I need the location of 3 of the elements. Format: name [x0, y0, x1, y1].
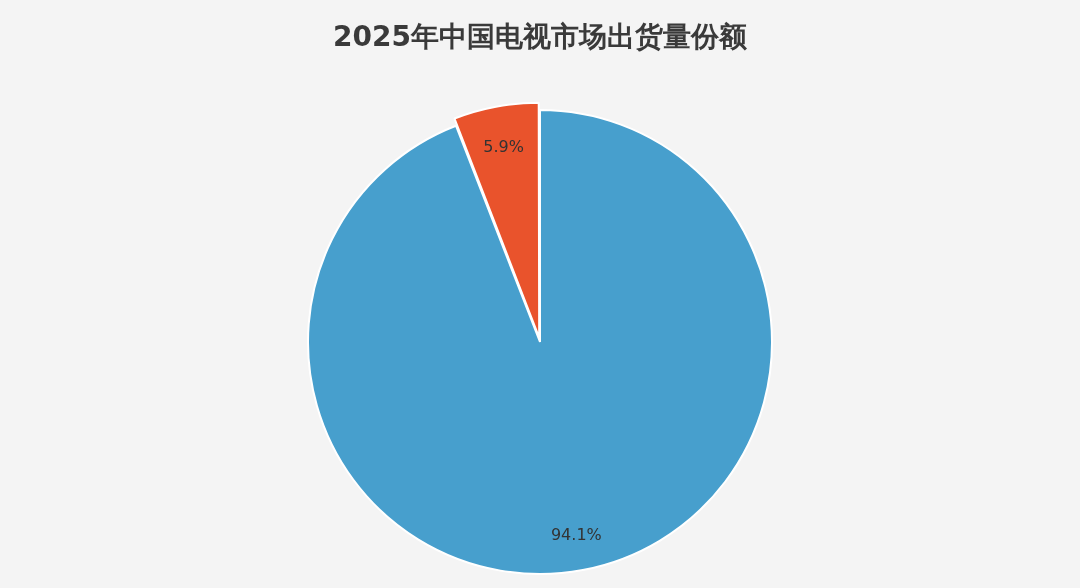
data-label: 94.1%	[550, 524, 602, 544]
data-label: 5.9%	[483, 137, 524, 157]
chart-title: 2025年中国电视市场出货量份额	[332, 19, 748, 55]
